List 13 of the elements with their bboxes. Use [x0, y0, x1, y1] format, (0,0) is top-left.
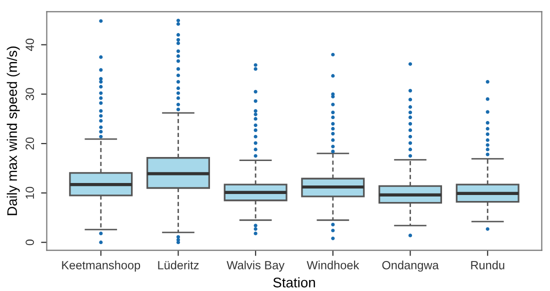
x-axis-title: Station	[273, 277, 315, 288]
y-tick-label: 20	[26, 137, 34, 150]
y-tick-label: 30	[26, 88, 34, 100]
x-tick-label: Keetmanshoop	[62, 260, 140, 272]
x-tick-label: Ondangwa	[382, 260, 439, 272]
x-tick-label: Walvis Bay	[226, 260, 285, 272]
y-tick-label: 10	[26, 186, 34, 199]
x-tick-label: Windhoek	[306, 260, 360, 270]
x-tick-label: Lüderitz	[158, 260, 199, 270]
y-tick-label: 40	[26, 38, 34, 52]
y-axis-title: Daily max wind speed (m/s)	[6, 46, 20, 216]
x-tick-label: Rundu	[471, 260, 504, 270]
y-tick-label: 0	[26, 240, 34, 246]
